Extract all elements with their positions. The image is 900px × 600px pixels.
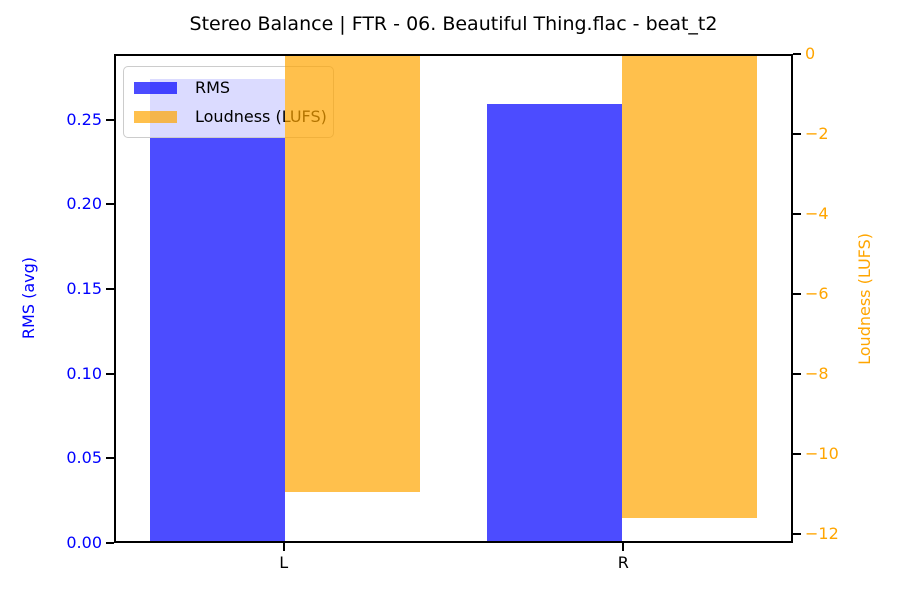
bar-lufs-l: [284, 56, 420, 493]
y-tick-label-right: −6: [805, 283, 829, 303]
y-tick-mark-right: [793, 292, 801, 295]
y-tick-label-left: 0.00: [66, 533, 102, 552]
x-tick-mark: [282, 543, 285, 551]
y-tick-label-right: −4: [805, 203, 829, 223]
y-tick-mark-left: [106, 457, 114, 460]
y-tick-label-left: 0.15: [66, 278, 102, 298]
y-tick-mark-right: [793, 212, 801, 215]
y-tick-mark-right: [793, 532, 801, 535]
x-tick-label-l: L: [279, 553, 289, 572]
y-tick-label-right: −12: [805, 523, 839, 543]
x-tick-label-r: R: [617, 553, 629, 572]
y-tick-mark-left: [106, 118, 114, 121]
y-tick-label-right: 0: [805, 44, 816, 63]
loudness-legend-swatch: [134, 110, 177, 123]
y-tick-mark-right: [793, 53, 801, 55]
y-tick-label-right: −10: [805, 443, 839, 463]
y-tick-mark-right: [793, 132, 801, 135]
y-tick-mark-left: [106, 203, 114, 206]
right-axis-label: Loudness (LUFS): [855, 232, 874, 365]
bar-lufs-r: [622, 56, 758, 518]
x-tick-mark: [622, 543, 625, 551]
y-tick-mark-right: [793, 372, 801, 375]
right-axis-label-wrap: Loudness (LUFS): [853, 54, 877, 543]
left-axis: 0.00 0.05 0.10 0.15 0.20 0.25: [0, 54, 114, 551]
y-tick-label-right: −2: [805, 123, 829, 143]
y-tick-mark-left: [106, 372, 114, 375]
rms-legend-swatch: [134, 81, 177, 94]
chart-title: Stereo Balance | FTR - 06. Beautiful Thi…: [189, 13, 718, 35]
plot-area: RMS Loudness (LUFS): [114, 54, 793, 543]
y-tick-mark-left: [106, 287, 114, 290]
right-axis: 0 −2 −4 −6 −8 −10 −12: [793, 46, 900, 543]
bar-rms-l: [149, 79, 285, 541]
legend-item-rms: RMS: [134, 73, 327, 102]
y-tick-mark-left: [106, 542, 114, 544]
y-tick-label-right: −8: [805, 363, 829, 383]
y-tick-label-left: 0.25: [66, 109, 102, 129]
y-tick-label-left: 0.20: [66, 194, 102, 214]
bar-rms-r: [487, 104, 623, 541]
y-tick-label-left: 0.10: [66, 363, 102, 383]
y-tick-label-left: 0.05: [66, 448, 102, 468]
y-tick-mark-right: [793, 452, 801, 455]
rms-legend-label: RMS: [195, 78, 231, 97]
